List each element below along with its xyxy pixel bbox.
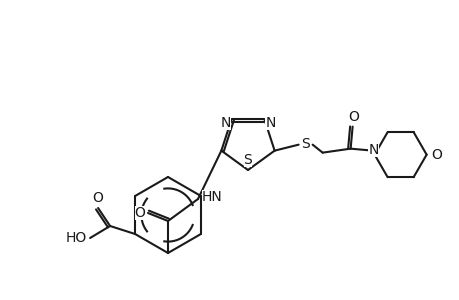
Text: O: O	[347, 110, 358, 124]
Text: S: S	[243, 153, 252, 167]
Text: N: N	[220, 116, 230, 130]
Text: O: O	[134, 206, 145, 220]
Text: HN: HN	[201, 190, 222, 204]
Text: O: O	[92, 191, 103, 205]
Text: N: N	[265, 116, 275, 130]
Text: N: N	[368, 143, 378, 157]
Text: HO: HO	[65, 231, 87, 245]
Text: S: S	[301, 137, 309, 151]
Text: O: O	[430, 148, 441, 162]
